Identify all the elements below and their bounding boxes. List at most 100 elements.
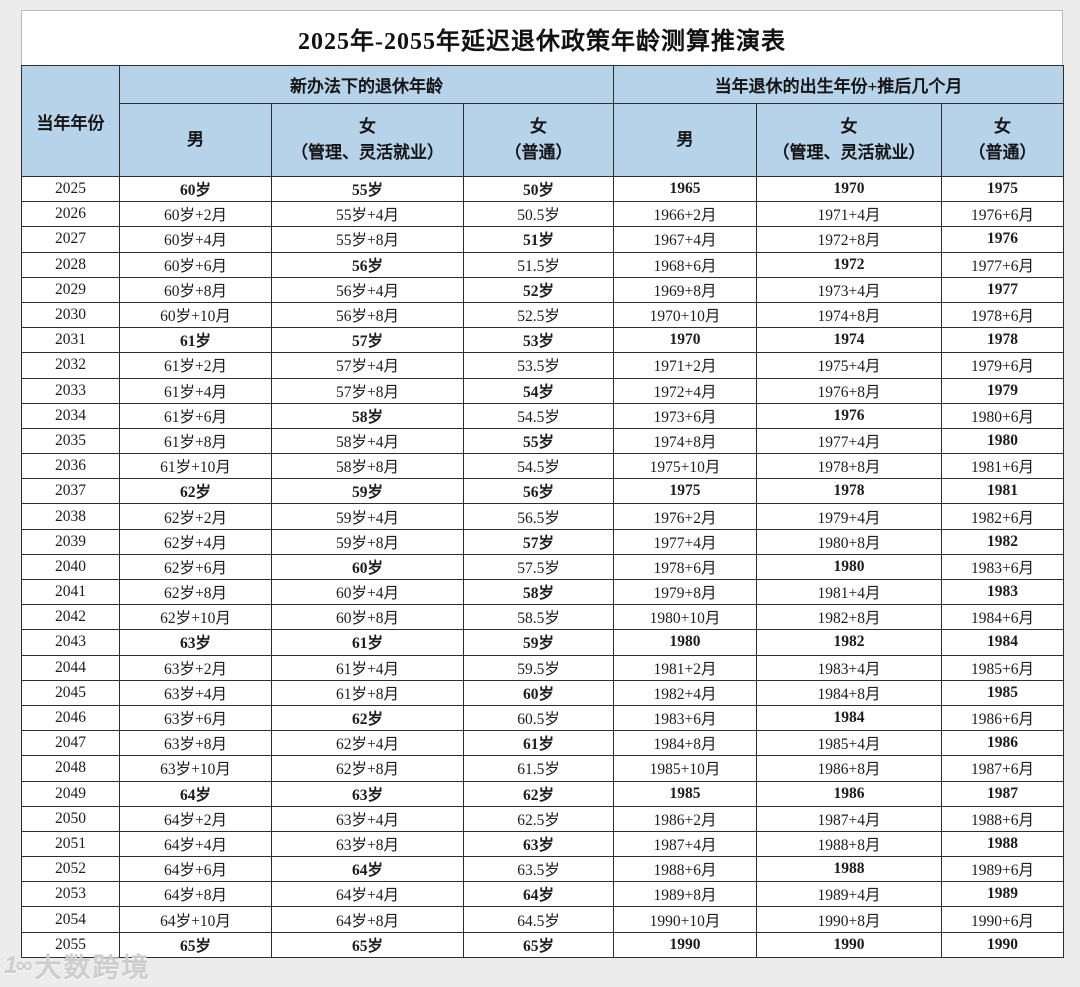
year-cell: 2041 [21, 578, 120, 606]
year-cell: 2051 [21, 830, 120, 858]
table-row: 2034 61岁+6月 58岁 54.5岁 1973+6月 1976 1980+6月 [21, 402, 1065, 429]
data-cell: 60岁+4月 [119, 226, 272, 253]
year-cell: 2052 [21, 856, 120, 883]
data-cell: 62岁+4月 [271, 730, 464, 757]
data-cell: 1977+4月 [756, 427, 943, 455]
year-cell: 2054 [21, 906, 120, 933]
page-title: 2025年-2055年延迟退休政策年龄测算推演表 [21, 10, 1063, 65]
sub-header-6: 女（普通） [941, 103, 1065, 177]
data-cell: 1976 [941, 226, 1065, 253]
data-cell: 1987+4月 [756, 805, 943, 832]
data-cell: 63岁+2月 [119, 654, 272, 681]
data-cell: 63岁+4月 [119, 679, 272, 706]
data-cell: 1983+6月 [613, 704, 758, 732]
data-cell: 50岁 [462, 175, 615, 203]
data-cell: 52.5岁 [462, 301, 615, 329]
year-cell: 2034 [21, 402, 120, 429]
year-cell: 2040 [21, 553, 120, 581]
data-cell: 62岁 [119, 478, 272, 505]
data-cell: 64岁+10月 [119, 906, 272, 933]
data-cell: 1969+8月 [613, 276, 758, 303]
data-cell: 1978 [941, 327, 1065, 354]
data-cell: 1990+8月 [756, 906, 943, 933]
data-cell: 1971+2月 [613, 352, 758, 379]
year-cell: 2037 [21, 478, 120, 505]
data-cell: 61岁 [271, 629, 464, 656]
data-cell: 60岁 [462, 679, 615, 706]
year-cell: 2044 [21, 654, 120, 681]
data-cell: 62岁+2月 [119, 503, 272, 530]
data-cell: 1975+10月 [613, 453, 758, 480]
data-cell: 63岁+6月 [119, 704, 272, 732]
data-cell: 65岁 [119, 931, 272, 958]
data-cell: 64岁 [119, 780, 272, 807]
data-cell: 61岁+8月 [271, 679, 464, 706]
data-cell: 1986+2月 [613, 805, 758, 832]
sub-header-4: 男 [613, 103, 758, 177]
data-cell: 54岁 [462, 377, 615, 404]
data-cell: 1977 [941, 276, 1065, 303]
sub-header-5: 女（管理、灵活就业） [756, 103, 943, 177]
data-cell: 1986+6月 [941, 704, 1065, 732]
data-cell: 64岁 [462, 881, 615, 908]
table-row: 2027 60岁+4月 55岁+8月 51岁 1967+4月 1972+8月 1976 [21, 226, 1065, 253]
data-cell: 60岁+6月 [119, 251, 272, 278]
data-cell: 55岁+8月 [271, 226, 464, 253]
year-cell: 2047 [21, 730, 120, 757]
data-cell: 1989+6月 [941, 856, 1065, 883]
data-cell: 1987+4月 [613, 830, 758, 858]
data-cell: 60岁+10月 [119, 301, 272, 329]
table-row: 2054 64岁+10月 64岁+8月 64.5岁 1990+10月 1990+8月 199… [21, 906, 1065, 933]
data-cell: 1975+4月 [756, 352, 943, 379]
data-cell: 1978+6月 [941, 301, 1065, 329]
data-cell: 55岁 [271, 175, 464, 203]
data-cell: 1976 [756, 402, 943, 429]
table-row: 2041 62岁+8月 60岁+4月 58岁 1979+8月 1981+4月 1983 [21, 578, 1065, 606]
table-row: 2030 60岁+10月 56岁+8月 52.5岁 1970+10月 1974+8月 197… [21, 301, 1065, 329]
year-cell: 2043 [21, 629, 120, 656]
data-cell: 51.5岁 [462, 251, 615, 278]
data-cell: 1990 [613, 931, 758, 958]
data-cell: 1983+4月 [756, 654, 943, 681]
table-row: 2051 64岁+4月 63岁+8月 63岁 1987+4月 1988+8月 1988 [21, 830, 1065, 858]
data-cell: 1976+6月 [941, 201, 1065, 228]
data-cell: 64岁+8月 [271, 906, 464, 933]
data-cell: 56岁+8月 [271, 301, 464, 329]
data-cell: 61岁+6月 [119, 402, 272, 429]
sub-header-2: 女（管理、灵活就业） [271, 103, 464, 177]
data-cell: 62岁+8月 [271, 755, 464, 782]
data-cell: 51岁 [462, 226, 615, 253]
data-cell: 1983+6月 [941, 553, 1065, 581]
data-cell: 1979+4月 [756, 503, 943, 530]
data-cell: 56岁+4月 [271, 276, 464, 303]
data-cell: 1970 [756, 175, 943, 203]
data-cell: 62岁+8月 [119, 578, 272, 606]
year-cell: 2028 [21, 251, 120, 278]
data-cell: 1972 [756, 251, 943, 278]
data-cell: 1982+8月 [756, 604, 943, 631]
data-cell: 59岁+8月 [271, 528, 464, 555]
data-cell: 1978+8月 [756, 453, 943, 480]
data-cell: 61岁 [462, 730, 615, 757]
data-cell: 59.5岁 [462, 654, 615, 681]
data-cell: 65岁 [462, 931, 615, 958]
data-cell: 1987+6月 [941, 755, 1065, 782]
data-cell: 1981+2月 [613, 654, 758, 681]
year-cell: 2055 [21, 931, 120, 958]
data-cell: 57岁+8月 [271, 377, 464, 404]
data-cell: 63.5岁 [462, 856, 615, 883]
table-row: 2053 64岁+8月 64岁+4月 64岁 1989+8月 1989+4月 1989 [21, 881, 1065, 908]
data-cell: 1986 [756, 780, 943, 807]
table-row: 2038 62岁+2月 59岁+4月 56.5岁 1976+2月 1979+4月 1982+… [21, 503, 1065, 530]
year-cell: 2038 [21, 503, 120, 530]
table-row: 2042 62岁+10月 60岁+8月 58.5岁 1980+10月 1982+8月 198… [21, 604, 1065, 631]
data-cell: 58岁 [271, 402, 464, 429]
data-cell: 1979+6月 [941, 352, 1065, 379]
data-cell: 1984+6月 [941, 604, 1065, 631]
data-cell: 1980 [756, 553, 943, 581]
data-cell: 63岁+10月 [119, 755, 272, 782]
data-cell: 1984+8月 [613, 730, 758, 757]
table-row: 2049 64岁 63岁 62岁 1985 1986 1987 [21, 780, 1065, 807]
table-row: 2028 60岁+6月 56岁 51.5岁 1968+6月 1972 1977+6月 [21, 251, 1065, 278]
data-cell: 62岁+4月 [119, 528, 272, 555]
